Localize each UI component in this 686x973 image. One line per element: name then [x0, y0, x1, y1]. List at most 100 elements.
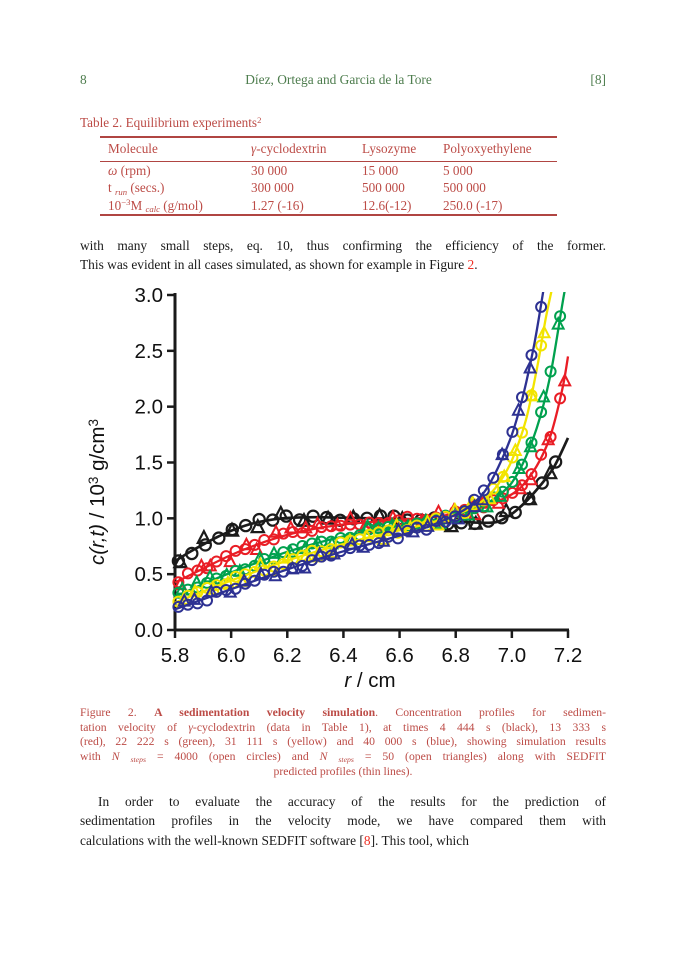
- text-segment: 3: [85, 476, 101, 485]
- text-segment: (rpm): [117, 162, 151, 178]
- figure-2-chart: 5.8 6.0 6.2 6.4 6.6 6.8 7.0 7.2 0.0 0.5 1.0 1.5 2.0 2…: [80, 284, 620, 704]
- x-tick-label: 6.4: [329, 644, 358, 667]
- open-circle-marker-red: [554, 392, 567, 405]
- text-line: predicted profiles (thin lines).: [80, 765, 606, 780]
- open-triangle-marker-black: [542, 464, 559, 480]
- body-paragraph-2: In order to evaluate the accuracy of the…: [80, 792, 606, 850]
- open-triangle-marker-black: [320, 509, 337, 525]
- open-triangle-marker-red: [249, 541, 264, 555]
- open-triangle-marker-black: [272, 504, 289, 520]
- open-triangle-marker-green: [266, 545, 282, 559]
- text-segment: Polyoxyethylene: [443, 141, 532, 156]
- open-triangle-marker-red: [541, 431, 556, 446]
- open-triangle-marker-blue: [297, 559, 312, 574]
- text-segment: = 50 (open triangles) along with SEDFIT: [353, 750, 607, 764]
- open-triangle-marker-blue: [420, 518, 435, 532]
- sedimentation-plot: 5.8 6.0 6.2 6.4 6.6 6.8 7.0 7.2 0.0 0.5 1.0 1.5 2.0 2…: [135, 284, 583, 667]
- x-axis-label: r / cm: [270, 669, 470, 695]
- open-circle-marker-blue: [372, 537, 385, 550]
- open-circle-marker-red: [267, 533, 280, 546]
- open-circle-marker-blue: [506, 425, 519, 438]
- body-paragraph-1: with many small steps, eq. 10, thus conf…: [80, 236, 606, 275]
- open-circle-marker-black: [198, 538, 213, 552]
- open-circle-marker-black: [279, 509, 293, 523]
- open-triangle-marker-black: [521, 490, 538, 506]
- x-tick-label: 6.8: [441, 644, 470, 667]
- open-circle-marker-green: [525, 436, 538, 449]
- text-line: sedimentation profiles in the velocity m…: [80, 811, 606, 830]
- open-triangle-marker-green: [523, 438, 538, 453]
- text-line: Figure 2. A sedimentation velocity simul…: [80, 706, 606, 721]
- text-segment: c(r,t): [86, 524, 109, 566]
- text-segment: Molecule: [108, 141, 158, 156]
- x-tick-label: 6.6: [385, 644, 414, 667]
- text-segment: This was evident in all cases simulated,…: [80, 257, 468, 273]
- text-segment: A sedimentation velocity simulation: [154, 706, 376, 719]
- y-tick-label: 3.0: [135, 284, 164, 307]
- open-circle-marker-blue: [439, 515, 452, 528]
- open-triangle-marker-blue: [204, 583, 219, 598]
- text-segment: steps: [130, 755, 146, 765]
- y-tick-label: 0.5: [135, 563, 164, 586]
- col-header-molecule: Molecule: [100, 137, 251, 162]
- text-segment: (g/mol): [159, 197, 203, 213]
- running-header: 8 Díez, Ortega and Garcia de la Tore [8]: [80, 72, 606, 88]
- open-triangle-marker-green: [511, 460, 527, 474]
- col-header-lysozyme: Lysozyme: [362, 137, 443, 162]
- text-segment: . Concentration profiles for sedimen-: [375, 706, 606, 719]
- open-triangle-marker-blue: [312, 546, 327, 560]
- open-triangle-marker-blue: [467, 498, 482, 513]
- text-segment: t: [108, 180, 112, 195]
- text-segment: (red), 22 222 s (green), 31 111 s (yello…: [80, 735, 606, 749]
- y-tick-label: 2.5: [135, 340, 164, 363]
- text-line: This was evident in all cases simulated,…: [80, 255, 606, 274]
- text-segment: Lysozyme: [362, 141, 417, 156]
- text-segment: = 4000 (open circles) and: [145, 750, 320, 764]
- text-segment: 3: [85, 418, 101, 427]
- text-segment: steps: [338, 755, 354, 765]
- cell: 12.6(-12): [362, 197, 412, 213]
- open-triangle-marker-blue: [451, 510, 466, 525]
- citation-8-link[interactable]: 8: [363, 832, 371, 848]
- table-row: ω (rpm) 30 000 15 000 5 000: [100, 161, 557, 179]
- open-triangle-marker-green: [551, 315, 566, 330]
- open-triangle-marker-red: [343, 510, 358, 524]
- open-triangle-marker-red: [557, 372, 572, 387]
- text-segment: γ: [188, 720, 193, 734]
- cell: 500 000: [443, 180, 486, 195]
- open-circle-marker-black: [481, 514, 495, 528]
- table-caption: Table 2. Equilibrium experiments2: [80, 115, 606, 131]
- open-triangle-marker-blue: [237, 572, 252, 587]
- cell: 30 000: [251, 162, 288, 178]
- figure-2-link[interactable]: 2: [467, 257, 475, 273]
- open-triangle-marker-blue: [495, 446, 510, 461]
- open-triangle-marker-red: [268, 524, 284, 538]
- y-tick-label: 2.0: [135, 396, 164, 419]
- open-triangle-marker-black: [249, 517, 266, 534]
- cell: 250.0 (-17): [443, 197, 503, 213]
- open-triangle-marker-red: [310, 515, 325, 530]
- cell: 15 000: [362, 162, 399, 178]
- x-tick-label: 7.0: [498, 644, 527, 667]
- open-circle-marker-black: [548, 455, 563, 469]
- row-label: 10−3M calc (g/mol): [100, 197, 251, 216]
- text-segment: −3: [121, 197, 131, 208]
- open-triangle-marker-black: [498, 501, 515, 518]
- text-segment: sedimentation profiles in the velocity m…: [80, 813, 606, 829]
- open-circle-marker-red: [535, 448, 548, 461]
- open-triangle-marker-green: [493, 488, 508, 502]
- text-segment: -cyclodextrin: [256, 141, 327, 156]
- open-circle-marker-black: [265, 513, 280, 527]
- open-circle-marker-blue: [248, 574, 261, 587]
- x-tick-label: 7.2: [554, 644, 583, 667]
- text-segment: N: [319, 750, 328, 764]
- sedfit-line-blue: [174, 292, 545, 611]
- running-title: Díez, Ortega and Garcia de la Tore: [245, 72, 432, 87]
- y-tick-label: 0.0: [135, 619, 164, 642]
- open-triangle-marker-blue: [356, 539, 371, 553]
- cell: 300 000: [251, 180, 294, 195]
- text-segment: / cm: [351, 669, 396, 692]
- text-line: In order to evaluate the accuracy of the…: [80, 792, 606, 811]
- text-segment: with many small steps, eq. 10, thus conf…: [80, 238, 606, 253]
- text-line: tation velocity of γ-cyclodextrin (data …: [80, 721, 606, 736]
